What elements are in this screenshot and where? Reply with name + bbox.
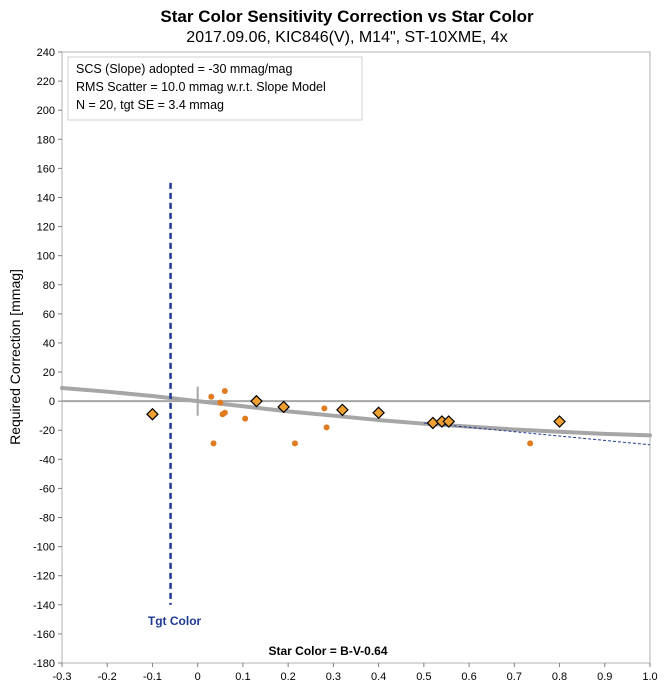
y-axis-label: Required Correction [mmag] [7,269,23,445]
y-tick-label: -120 [33,571,55,583]
dot-point [208,394,214,400]
x-tick-label: 0.5 [416,671,431,683]
info-box: SCS (Slope) adopted = -30 mmag/mag RMS S… [68,57,362,120]
y-tick-label: 20 [43,367,55,379]
dot-point [211,440,217,446]
chart-subtitle: 2017.09.06, KIC846(V), M14", ST-10XME, 4… [186,29,507,46]
x-tick-label: 0 [195,671,201,683]
y-tick-label: -180 [33,658,55,670]
x-tick-label: 0.2 [281,671,296,683]
x-tick-label: 0.6 [461,671,476,683]
dot-point [321,405,327,411]
target-color-label: Tgt Color [148,614,202,628]
info-line-n: N = 20, tgt SE = 3.4 mmag [76,98,224,112]
x-tick-label: -0.3 [53,671,72,683]
dot-point [527,440,533,446]
y-tick-label: -60 [39,483,55,495]
y-tick-label: 80 [43,280,55,292]
x-tick-label: 1.0 [642,671,657,683]
y-tick-label: -20 [39,425,55,437]
y-tick-label: 60 [43,309,55,321]
y-tick-label: 120 [37,222,55,234]
x-tick-label: 0.3 [326,671,341,683]
x-axis-label: Star Color = B-V-0.64 [268,644,387,658]
y-tick-label: 220 [37,76,55,88]
y-tick-label: 140 [37,192,55,204]
x-tick-label: 0.1 [235,671,250,683]
x-tick-label: -0.2 [98,671,117,683]
x-tick-label: 0.9 [597,671,612,683]
chart-title: Star Color Sensitivity Correction vs Sta… [160,7,534,26]
dot-point [222,410,228,416]
info-line-scs: SCS (Slope) adopted = -30 mmag/mag [76,62,292,76]
y-tick-label: -140 [33,600,55,612]
dot-point [292,440,298,446]
y-tick-label: 200 [37,105,55,117]
dot-point [324,424,330,430]
y-tick-label: 180 [37,134,55,146]
y-tick-label: -100 [33,542,55,554]
y-tick-label: 40 [43,338,55,350]
dot-point [222,388,228,394]
y-tick-label: -160 [33,629,55,641]
y-tick-label: 240 [37,47,55,59]
y-tick-label: -40 [39,454,55,466]
dot-point [242,416,248,422]
x-tick-label: -0.1 [143,671,162,683]
x-tick-label: 0.8 [552,671,567,683]
x-tick-label: 0.4 [371,671,386,683]
y-tick-label: 100 [37,251,55,263]
info-line-rms: RMS Scatter = 10.0 mmag w.r.t. Slope Mod… [76,80,326,94]
x-tick-label: 0.7 [507,671,522,683]
y-tick-label: 160 [37,163,55,175]
dot-point [217,400,223,406]
y-tick-label: -80 [39,513,55,525]
y-tick-label: 0 [49,396,55,408]
